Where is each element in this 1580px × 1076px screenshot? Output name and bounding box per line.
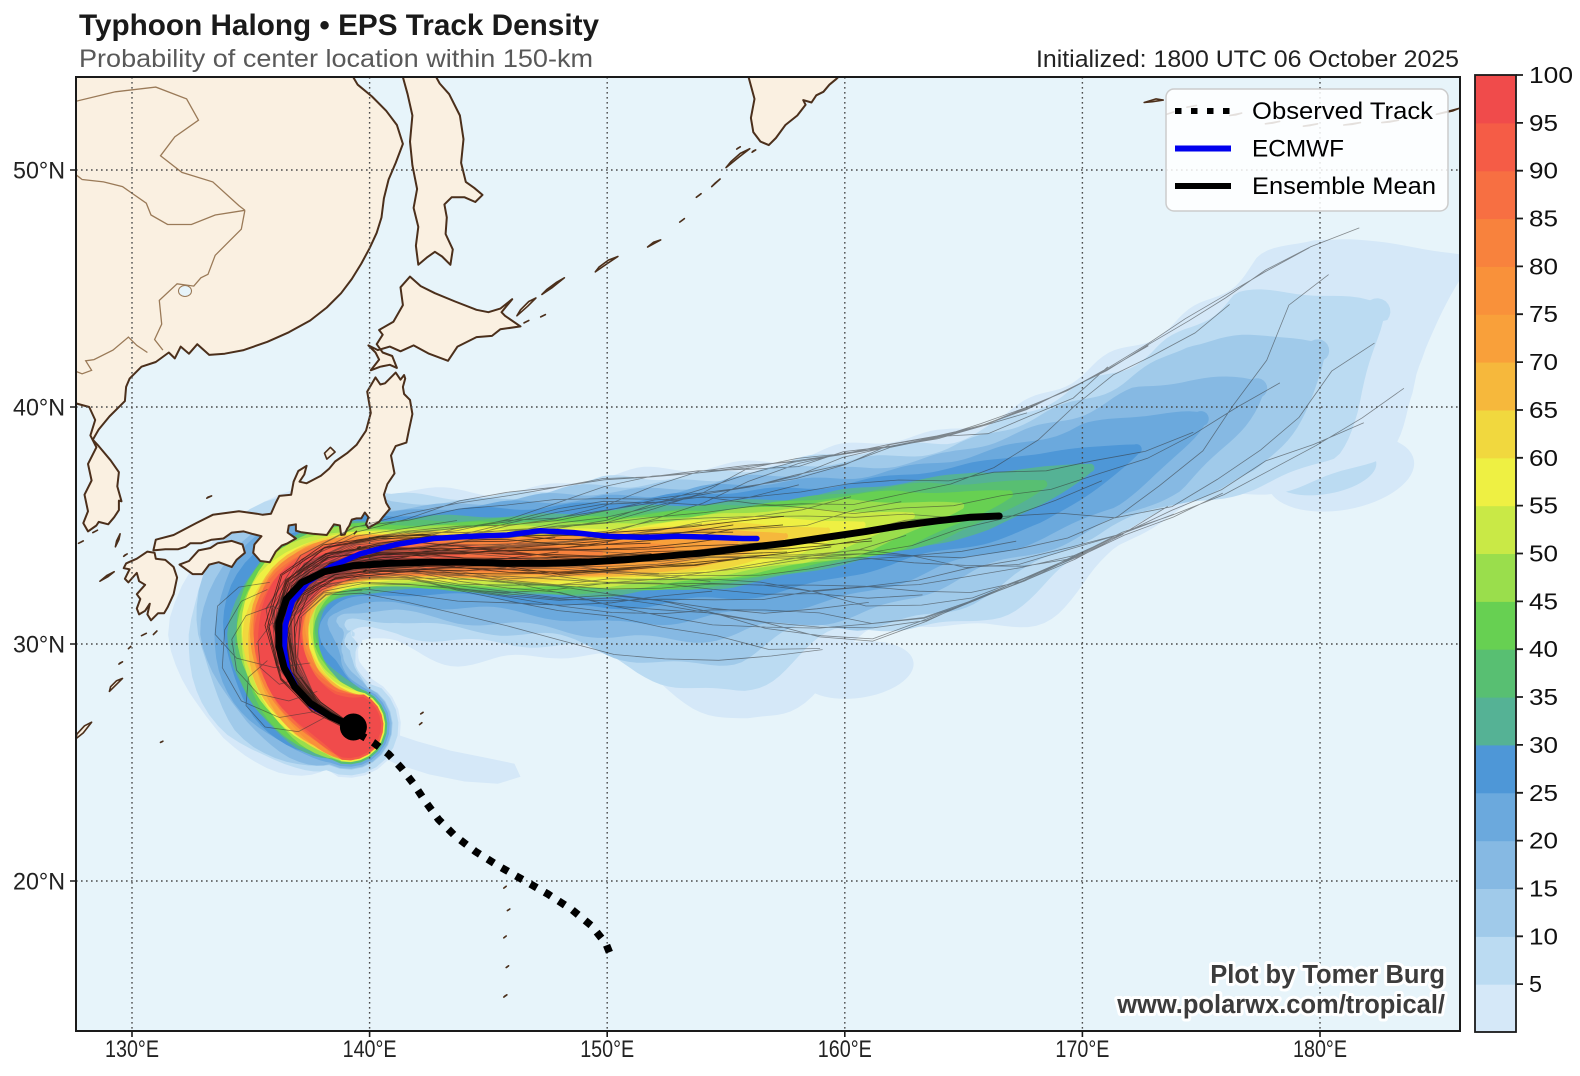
svg-text:90: 90 [1529, 158, 1558, 184]
svg-text:65: 65 [1529, 397, 1558, 423]
svg-text:95: 95 [1529, 110, 1558, 136]
svg-text:5: 5 [1529, 971, 1542, 997]
svg-text:35: 35 [1529, 684, 1558, 710]
svg-text:50: 50 [1529, 541, 1558, 567]
svg-text:45: 45 [1529, 588, 1558, 614]
svg-text:Observed Track: Observed Track [1252, 98, 1434, 125]
svg-text:180°E: 180°E [1293, 1036, 1347, 1063]
svg-text:Ensemble Mean: Ensemble Mean [1252, 173, 1436, 200]
svg-text:70: 70 [1529, 349, 1558, 375]
svg-text:150°E: 150°E [580, 1036, 634, 1063]
svg-text:Typhoon Halong • EPS Track Den: Typhoon Halong • EPS Track Density [79, 9, 599, 42]
svg-text:20: 20 [1529, 828, 1558, 854]
svg-text:75: 75 [1529, 301, 1558, 327]
svg-text:30°N: 30°N [13, 632, 65, 659]
svg-text:40: 40 [1529, 636, 1558, 662]
svg-text:140°E: 140°E [343, 1036, 397, 1063]
svg-text:80: 80 [1529, 253, 1558, 279]
svg-text:55: 55 [1529, 493, 1558, 519]
svg-text:160°E: 160°E [818, 1036, 872, 1063]
svg-text:40°N: 40°N [13, 395, 65, 422]
svg-text:Plot by Tomer Burg: Plot by Tomer Burg [1210, 961, 1445, 989]
svg-text:Probability of center location: Probability of center location within 15… [79, 45, 593, 73]
svg-text:100: 100 [1529, 62, 1573, 88]
svg-text:130°E: 130°E [105, 1036, 159, 1063]
svg-text:30: 30 [1529, 732, 1558, 758]
svg-text:20°N: 20°N [13, 869, 65, 896]
svg-text:www.polarwx.com/tropical/: www.polarwx.com/tropical/ [1116, 991, 1445, 1019]
svg-text:170°E: 170°E [1055, 1036, 1109, 1063]
svg-text:ECMWF: ECMWF [1252, 136, 1344, 163]
svg-text:85: 85 [1529, 206, 1558, 232]
svg-text:Initialized: 1800 UTC 06 Octob: Initialized: 1800 UTC 06 October 2025 [1036, 46, 1459, 73]
svg-text:50°N: 50°N [13, 158, 65, 185]
svg-text:10: 10 [1529, 923, 1558, 949]
svg-text:15: 15 [1529, 876, 1558, 902]
svg-text:25: 25 [1529, 780, 1558, 806]
svg-text:60: 60 [1529, 445, 1558, 471]
